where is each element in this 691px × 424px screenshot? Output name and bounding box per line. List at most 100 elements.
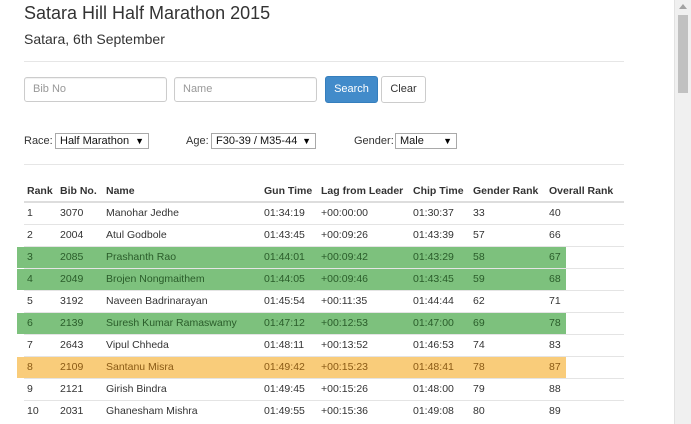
gender-rank-cell: 80 <box>470 399 546 422</box>
lag-cell: +00:13:52 <box>318 333 410 356</box>
overall-rank-cell: 87 <box>546 355 624 378</box>
chip-time-cell: 01:43:29 <box>410 245 470 268</box>
chip-time-cell: 01:46:53 <box>410 333 470 356</box>
rank-cell: 9 <box>24 377 57 400</box>
table-header-row: Rank Bib No. Name Gun Time Lag from Lead… <box>24 180 624 203</box>
gun-time-cell: 01:49:45 <box>261 377 318 400</box>
gun-time-cell: 01:43:45 <box>261 223 318 246</box>
chip-time-cell: 01:44:44 <box>410 289 470 312</box>
table-row: 7 2643 Vipul Chheda 01:48:11 +00:13:52 01:46:… <box>24 333 624 356</box>
chip-time-cell: 01:49:08 <box>410 399 470 422</box>
column-header-gender-rank[interactable]: Gender Rank <box>470 180 546 203</box>
gender-label: Gender: <box>354 135 394 147</box>
name-cell: Manohar Jedhe <box>103 201 261 224</box>
gender-rank-cell: 79 <box>470 377 546 400</box>
rank-cell: 4 <box>24 267 57 290</box>
name-cell: Girish Bindra <box>103 377 261 400</box>
dropdown-arrow-icon: ▼ <box>302 136 311 146</box>
name-cell: Santanu Misra <box>103 355 261 378</box>
overall-rank-cell: 89 <box>546 399 624 422</box>
dropdown-arrow-icon: ▼ <box>135 136 144 146</box>
race-select[interactable]: Half Marathon ▼ <box>55 133 149 149</box>
column-header-name[interactable]: Name <box>103 180 261 203</box>
table-row: 6 2139 Suresh Kumar Ramaswamy 01:47:12 +00:1… <box>24 311 624 334</box>
bib-number-input[interactable]: Bib No <box>24 77 167 102</box>
gender-rank-cell: 62 <box>470 289 546 312</box>
divider <box>24 164 624 165</box>
rank-cell: 1 <box>24 201 57 224</box>
gender-select[interactable]: Male ▼ <box>395 133 457 149</box>
rank-cell: 2 <box>24 223 57 246</box>
rank-cell: 3 <box>24 245 57 268</box>
gun-time-cell: 01:44:01 <box>261 245 318 268</box>
table-row: 8 2109 Santanu Misra 01:49:42 +00:15:23 01:48… <box>24 355 624 378</box>
clear-button[interactable]: Clear <box>381 76 426 103</box>
gun-time-cell: 01:47:12 <box>261 311 318 334</box>
overall-rank-cell: 40 <box>546 201 624 224</box>
column-header-rank[interactable]: Rank <box>24 180 57 203</box>
name-cell: Atul Godbole <box>103 223 261 246</box>
gun-time-cell: 01:34:19 <box>261 201 318 224</box>
overall-rank-cell: 66 <box>546 223 624 246</box>
gun-time-cell: 01:49:42 <box>261 355 318 378</box>
age-select[interactable]: F30-39 / M35-44 ▼ <box>211 133 316 149</box>
bib-cell: 2109 <box>57 355 103 378</box>
vertical-scrollbar[interactable] <box>674 0 691 424</box>
bib-cell: 3070 <box>57 201 103 224</box>
name-cell: Vipul Chheda <box>103 333 261 356</box>
column-header-chip-time[interactable]: Chip Time <box>410 180 470 203</box>
rank-cell: 10 <box>24 399 57 422</box>
scroll-up-arrow-icon[interactable] <box>679 4 687 9</box>
table-row: 2 2004 Atul Godbole 01:43:45 +00:09:26 01:43:… <box>24 223 624 246</box>
lag-cell: +00:09:26 <box>318 223 410 246</box>
rank-cell: 7 <box>24 333 57 356</box>
table-row: 9 2121 Girish Bindra 01:49:45 +00:15:26 01:48… <box>24 377 624 400</box>
gun-time-cell: 01:45:54 <box>261 289 318 312</box>
gender-rank-cell: 59 <box>470 267 546 290</box>
rank-cell: 8 <box>24 355 57 378</box>
lag-cell: +00:15:23 <box>318 355 410 378</box>
chip-time-cell: 01:48:00 <box>410 377 470 400</box>
race-select-value: Half Marathon <box>60 135 130 147</box>
column-header-bib[interactable]: Bib No. <box>57 180 103 203</box>
overall-rank-cell: 78 <box>546 311 624 334</box>
table-row: 10 2031 Ghanesham Mishra 01:49:55 +00:15:36 0… <box>24 399 624 422</box>
column-header-lag[interactable]: Lag from Leader <box>318 180 410 203</box>
bib-cell: 2085 <box>57 245 103 268</box>
name-input[interactable]: Name <box>174 77 317 102</box>
table-row: 3 2085 Prashanth Rao 01:44:01 +00:09:42 01:43… <box>24 245 624 268</box>
overall-rank-cell: 71 <box>546 289 624 312</box>
overall-rank-cell: 83 <box>546 333 624 356</box>
name-cell: Brojen Nongmaithem <box>103 267 261 290</box>
table-row: 5 3192 Naveen Badrinarayan 01:45:54 +00:11:3… <box>24 289 624 312</box>
age-label: Age: <box>186 135 209 147</box>
search-button[interactable]: Search <box>325 76 378 103</box>
gender-rank-cell: 58 <box>470 245 546 268</box>
scroll-thumb[interactable] <box>678 15 688 93</box>
bib-cell: 2031 <box>57 399 103 422</box>
chip-time-cell: 01:43:45 <box>410 267 470 290</box>
page-subtitle: Satara, 6th September <box>24 31 165 47</box>
chip-time-cell: 01:30:37 <box>410 201 470 224</box>
column-header-overall-rank[interactable]: Overall Rank <box>546 180 624 203</box>
bib-cell: 2004 <box>57 223 103 246</box>
lag-cell: +00:15:36 <box>318 399 410 422</box>
bib-cell: 2049 <box>57 267 103 290</box>
table-row: 1 3070 Manohar Jedhe 01:34:19 +00:00:00 01:30… <box>24 201 624 224</box>
lag-cell: +00:00:00 <box>318 201 410 224</box>
page-title: Satara Hill Half Marathon 2015 <box>24 3 271 23</box>
gender-rank-cell: 74 <box>470 333 546 356</box>
rank-cell: 6 <box>24 311 57 334</box>
column-header-gun-time[interactable]: Gun Time <box>261 180 318 203</box>
dropdown-arrow-icon: ▼ <box>443 136 452 146</box>
lag-cell: +00:12:53 <box>318 311 410 334</box>
name-cell: Naveen Badrinarayan <box>103 289 261 312</box>
gender-select-value: Male <box>400 135 424 147</box>
name-cell: Suresh Kumar Ramaswamy <box>103 311 261 334</box>
divider <box>24 61 624 62</box>
overall-rank-cell: 68 <box>546 267 624 290</box>
overall-rank-cell: 67 <box>546 245 624 268</box>
chip-time-cell: 01:43:39 <box>410 223 470 246</box>
name-cell: Ghanesham Mishra <box>103 399 261 422</box>
gender-rank-cell: 57 <box>470 223 546 246</box>
